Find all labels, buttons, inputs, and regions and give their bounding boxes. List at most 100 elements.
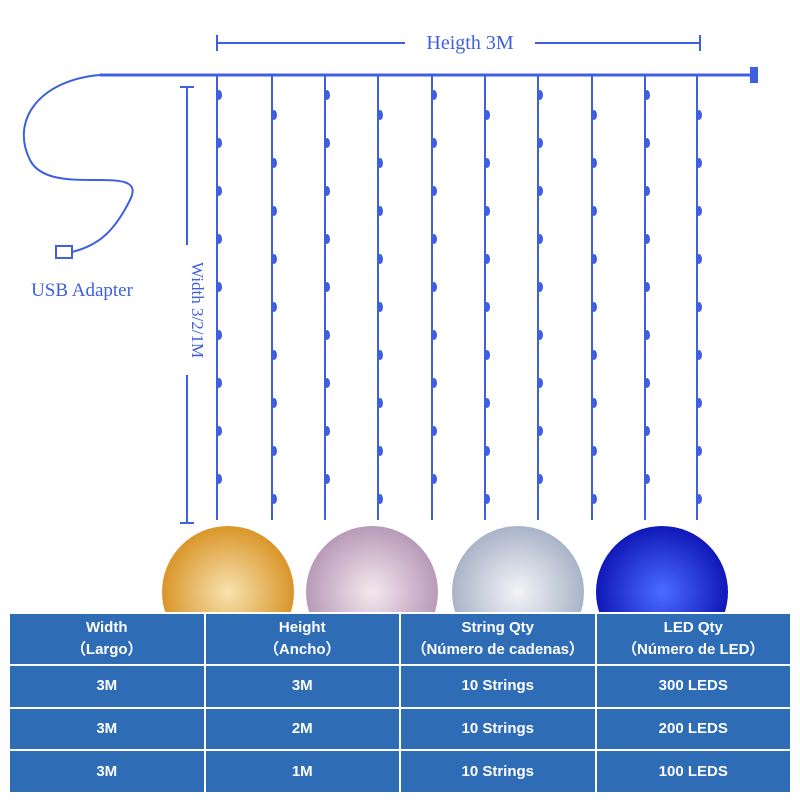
header-text: Height xyxy=(278,619,326,636)
table-cell: 10 Strings xyxy=(399,749,597,794)
led xyxy=(431,90,437,100)
header-text: （Largo） xyxy=(70,641,143,658)
led xyxy=(537,378,543,388)
led xyxy=(324,282,330,292)
table-cell: 3M xyxy=(203,664,401,709)
led xyxy=(644,378,650,388)
led xyxy=(377,206,383,216)
table-cell: 10 Strings xyxy=(399,706,597,752)
led xyxy=(324,138,330,148)
header-row: Width （Largo） Height （Ancho） String Qty （Núme… xyxy=(8,612,792,666)
led xyxy=(324,330,330,340)
led xyxy=(271,254,277,264)
led xyxy=(591,446,597,456)
led xyxy=(484,110,490,120)
led xyxy=(431,282,437,292)
led xyxy=(537,90,543,100)
led xyxy=(591,398,597,408)
led xyxy=(644,426,650,436)
led xyxy=(537,330,543,340)
led xyxy=(377,350,383,360)
table-cell: 1M xyxy=(203,749,401,794)
usb-label: USB Adapter xyxy=(31,280,134,301)
height-label: Heigth 3M xyxy=(426,32,513,54)
led xyxy=(537,138,543,148)
table-cell: 3M xyxy=(8,664,206,709)
led xyxy=(696,398,702,408)
spec-table: Width （Largo） Height （Ancho） String Qty （Núme… xyxy=(8,612,792,794)
header-text: LED Qty xyxy=(663,619,723,636)
led xyxy=(216,474,222,484)
led xyxy=(377,254,383,264)
header-text: Width xyxy=(85,619,128,636)
led xyxy=(431,474,437,484)
led xyxy=(644,90,650,100)
header-text: String Qty xyxy=(461,619,534,636)
led xyxy=(484,494,490,504)
led xyxy=(696,446,702,456)
table-row: 3M 2M 10 Strings 200 LEDS xyxy=(8,706,792,752)
led xyxy=(644,234,650,244)
led xyxy=(696,302,702,312)
led xyxy=(324,234,330,244)
led xyxy=(271,494,277,504)
table-cell: 200 LEDS xyxy=(594,706,792,752)
table-row: 3M 1M 10 Strings 100 LEDS xyxy=(8,749,792,794)
table-cell: 3M xyxy=(8,749,206,794)
led xyxy=(216,234,222,244)
led xyxy=(591,350,597,360)
header-text: （Número de LED） xyxy=(621,641,765,658)
led xyxy=(696,254,702,264)
led xyxy=(591,158,597,168)
led xyxy=(644,282,650,292)
led xyxy=(431,378,437,388)
led xyxy=(696,350,702,360)
led xyxy=(696,158,702,168)
led xyxy=(537,282,543,292)
led xyxy=(696,110,702,120)
led xyxy=(324,474,330,484)
led xyxy=(324,90,330,100)
led xyxy=(377,302,383,312)
led xyxy=(484,398,490,408)
led xyxy=(216,138,222,148)
led xyxy=(216,282,222,292)
led xyxy=(484,206,490,216)
led xyxy=(484,302,490,312)
led xyxy=(271,206,277,216)
led xyxy=(696,206,702,216)
led xyxy=(377,398,383,408)
usb-plug xyxy=(55,245,73,259)
led xyxy=(377,110,383,120)
led xyxy=(644,138,650,148)
led xyxy=(216,90,222,100)
led xyxy=(377,158,383,168)
led xyxy=(271,350,277,360)
led xyxy=(271,302,277,312)
table-cell: 300 LEDS xyxy=(594,664,792,709)
header-cell: Width （Largo） xyxy=(8,612,206,666)
led xyxy=(644,186,650,196)
led xyxy=(537,426,543,436)
led xyxy=(431,426,437,436)
table-cell: 3M xyxy=(8,706,206,752)
led xyxy=(537,234,543,244)
led xyxy=(216,426,222,436)
wire-end xyxy=(750,67,758,83)
led xyxy=(537,474,543,484)
led xyxy=(484,158,490,168)
led xyxy=(271,110,277,120)
led xyxy=(484,350,490,360)
led xyxy=(216,186,222,196)
table-cell: 2M xyxy=(203,706,401,752)
header-text: （Ancho） xyxy=(263,641,341,658)
led xyxy=(591,494,597,504)
table-cell: 100 LEDS xyxy=(594,749,792,794)
led xyxy=(271,446,277,456)
led xyxy=(591,110,597,120)
led xyxy=(591,254,597,264)
led xyxy=(431,138,437,148)
header-text: （Número de cadenas） xyxy=(411,641,585,658)
header-cell: LED Qty （Número de LED） xyxy=(594,612,792,666)
